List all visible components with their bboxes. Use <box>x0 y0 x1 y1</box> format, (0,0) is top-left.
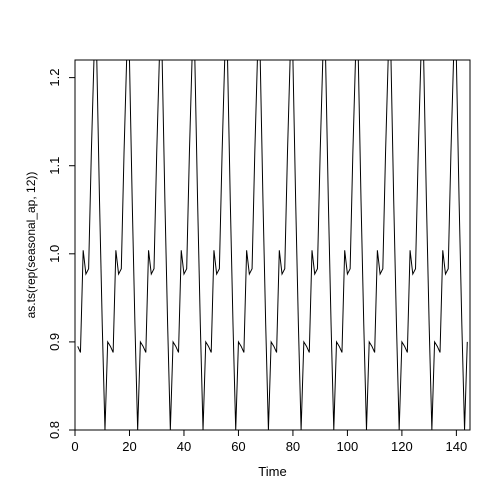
x-tick-label: 140 <box>446 439 468 454</box>
x-tick-label: 100 <box>337 439 359 454</box>
y-tick-label: 0.8 <box>47 421 62 439</box>
x-tick-label: 120 <box>391 439 413 454</box>
y-tick-label: 1.1 <box>47 157 62 175</box>
y-tick-label: 1.0 <box>47 245 62 263</box>
x-tick-label: 20 <box>122 439 136 454</box>
y-tick-label: 1.2 <box>47 69 62 87</box>
series-line <box>78 56 468 430</box>
plot-border <box>75 60 470 430</box>
x-tick-label: 80 <box>286 439 300 454</box>
x-tick-label: 60 <box>231 439 245 454</box>
y-axis-label: as.ts(rep(seasonal_ap, 12)) <box>24 172 38 319</box>
x-tick-label: 40 <box>177 439 191 454</box>
x-tick-label: 0 <box>71 439 78 454</box>
x-axis-label: Time <box>258 464 286 479</box>
y-tick-label: 0.9 <box>47 333 62 351</box>
timeseries-chart: 0 20 40 60 80 100 120 140 Time 0.8 0.9 1.0 1.1 1.2 as.… <box>0 0 504 504</box>
